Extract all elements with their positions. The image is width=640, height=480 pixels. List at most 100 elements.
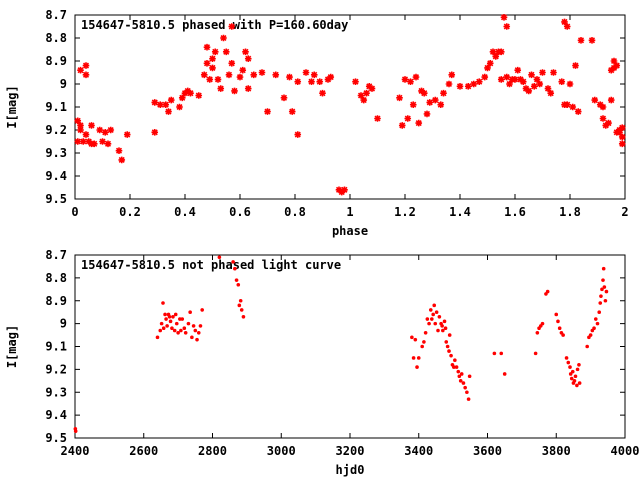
data-point xyxy=(447,349,451,353)
data-point xyxy=(368,85,376,92)
x-axis-label: phase xyxy=(332,224,368,238)
data-point xyxy=(407,78,414,85)
data-point xyxy=(77,66,84,74)
data-point xyxy=(604,289,609,294)
data-point xyxy=(239,66,247,74)
data-point xyxy=(533,76,541,83)
data-point xyxy=(90,140,98,148)
data-point xyxy=(437,314,442,319)
x-tick-label: 2 xyxy=(621,205,628,219)
y-tick-label: 8.8 xyxy=(45,271,67,285)
data-point xyxy=(423,110,431,118)
data-point xyxy=(74,138,82,145)
chart-title: 154647-5810.5 phased with P=160.60day xyxy=(81,18,348,32)
data-point xyxy=(528,71,535,79)
data-point xyxy=(161,301,165,305)
data-point xyxy=(220,34,227,42)
data-point xyxy=(176,103,183,111)
data-point xyxy=(85,138,93,145)
data-point xyxy=(181,89,189,97)
data-point xyxy=(443,326,448,331)
data-point xyxy=(503,23,511,30)
data-point xyxy=(500,14,508,21)
data-point xyxy=(598,301,603,305)
data-point xyxy=(244,85,252,92)
data-point xyxy=(411,356,416,360)
data-point xyxy=(463,385,467,390)
data-point xyxy=(222,48,230,56)
data-point xyxy=(461,381,466,385)
data-point xyxy=(167,96,175,104)
data-point xyxy=(79,138,87,145)
data-point xyxy=(225,71,233,79)
data-point xyxy=(155,335,160,340)
data-point xyxy=(101,129,109,136)
data-point xyxy=(151,99,159,106)
data-point xyxy=(506,80,513,88)
data-point xyxy=(550,69,557,76)
data-point xyxy=(499,351,504,356)
data-point xyxy=(167,314,172,319)
data-point xyxy=(357,92,365,99)
chart-title: 154647-5810.5 not phased light curve xyxy=(81,258,341,272)
data-point xyxy=(428,308,433,312)
data-point xyxy=(176,330,180,335)
data-point xyxy=(577,363,581,367)
data-point xyxy=(588,333,593,337)
data-point xyxy=(73,429,78,433)
data-points xyxy=(74,14,626,196)
data-point xyxy=(228,60,236,67)
x-tick-label: 1 xyxy=(346,205,353,219)
x-tick-label: 3400 xyxy=(404,444,433,458)
data-point xyxy=(203,60,211,67)
data-point xyxy=(440,89,447,97)
data-point xyxy=(191,324,196,328)
data-point xyxy=(433,321,438,326)
data-point xyxy=(170,326,174,331)
x-tick-label: 2800 xyxy=(198,444,227,458)
data-point xyxy=(415,365,419,369)
data-point xyxy=(360,96,368,104)
data-point xyxy=(184,87,192,95)
data-point xyxy=(416,356,421,360)
data-point xyxy=(82,71,90,79)
data-point xyxy=(77,122,84,129)
data-point xyxy=(561,333,565,337)
data-point xyxy=(82,131,90,138)
data-point xyxy=(335,186,343,194)
x-tick-label: 2600 xyxy=(129,444,158,458)
data-point xyxy=(596,101,604,108)
data-point xyxy=(536,80,544,88)
data-point xyxy=(444,340,449,344)
data-point xyxy=(423,330,428,335)
x-tick-label: 0.4 xyxy=(174,205,196,219)
data-point xyxy=(556,319,560,324)
y-tick-label: 9.3 xyxy=(45,385,67,399)
data-point xyxy=(164,317,168,321)
data-point xyxy=(422,340,426,344)
data-point xyxy=(193,328,198,333)
x-tick-label: 3000 xyxy=(267,444,296,458)
data-point xyxy=(115,147,123,154)
y-tick-label: 9.3 xyxy=(45,146,67,160)
plot-frame xyxy=(74,14,626,200)
data-point xyxy=(574,108,582,115)
data-point xyxy=(465,390,469,395)
x-tick-label: 3600 xyxy=(473,444,502,458)
data-point xyxy=(568,372,573,376)
data-point xyxy=(599,115,607,122)
data-point xyxy=(250,71,258,79)
data-point xyxy=(445,344,450,349)
data-point xyxy=(577,37,585,44)
data-point xyxy=(195,337,199,342)
data-point xyxy=(561,18,568,26)
data-point xyxy=(365,83,373,90)
data-point xyxy=(74,117,82,125)
data-point xyxy=(172,328,177,333)
data-point xyxy=(420,344,424,349)
data-point xyxy=(575,383,579,388)
data-point xyxy=(591,96,599,104)
data-point xyxy=(544,85,552,92)
data-point xyxy=(533,351,538,356)
